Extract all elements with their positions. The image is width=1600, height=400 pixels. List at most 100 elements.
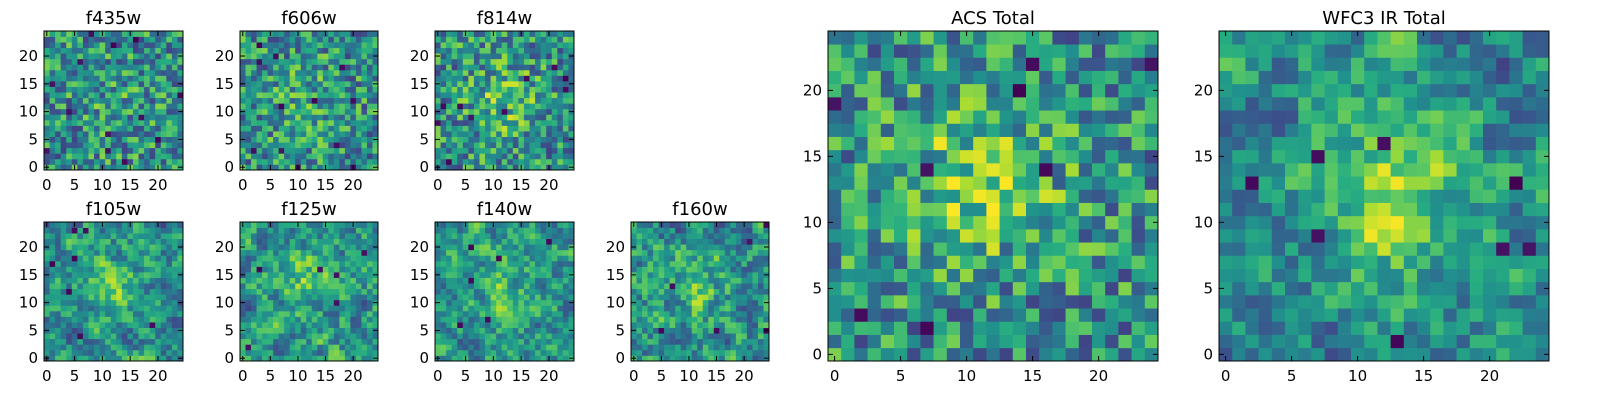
heatmap-cell	[300, 36, 307, 43]
heatmap-cell	[289, 233, 296, 240]
heatmap-cell	[127, 81, 134, 87]
heatmap-cell	[177, 277, 184, 284]
heatmap-cell	[267, 108, 274, 115]
heatmap-cell	[708, 249, 715, 256]
heatmap-cell	[435, 42, 441, 49]
heatmap-cell	[479, 338, 486, 345]
heatmap-cell	[446, 119, 453, 126]
heatmap-cell	[171, 255, 178, 262]
heatmap-cell	[166, 119, 173, 126]
heatmap-cell	[127, 131, 134, 137]
heatmap-cell	[457, 97, 464, 104]
heatmap-cell	[691, 233, 698, 240]
heatmap-cell	[350, 260, 357, 267]
heatmap-cell	[284, 255, 291, 262]
heatmap-cell	[55, 47, 62, 54]
heatmap-cell	[82, 338, 89, 345]
heatmap-cell	[473, 131, 480, 137]
heatmap-cell	[512, 131, 519, 137]
heatmap-cell	[568, 92, 575, 99]
heatmap-cell	[355, 119, 362, 126]
heatmap-cell	[562, 222, 569, 228]
y-tick-label: 0	[224, 158, 234, 176]
heatmap-cell	[289, 75, 296, 82]
heatmap-cell	[278, 355, 285, 362]
heatmap-cell	[462, 158, 469, 165]
heatmap-cell	[88, 327, 95, 334]
heatmap-cell	[658, 244, 665, 251]
heatmap-cell	[907, 242, 921, 256]
heatmap-cell	[557, 86, 564, 93]
heatmap-cell	[127, 75, 134, 82]
heatmap-cell	[529, 260, 536, 267]
heatmap-cell	[138, 58, 145, 65]
heatmap-cell	[278, 36, 285, 43]
heatmap-cell	[485, 158, 491, 165]
heatmap-cell	[60, 260, 67, 267]
heatmap-cell	[1039, 176, 1053, 190]
heatmap-cell	[55, 327, 62, 334]
heatmap-cell	[132, 338, 139, 345]
heatmap-cell	[171, 244, 178, 251]
heatmap-cell	[300, 344, 307, 351]
heatmap-cell	[245, 238, 252, 245]
heatmap-cell	[251, 158, 257, 165]
heatmap-cell	[267, 136, 274, 143]
heatmap-cell	[894, 229, 908, 243]
heatmap-cell	[529, 81, 536, 87]
heatmap-cell	[350, 299, 357, 306]
heatmap-cell	[557, 97, 564, 104]
heatmap-cell	[144, 42, 150, 49]
heatmap-cell	[518, 288, 525, 295]
heatmap-cell	[295, 238, 302, 245]
heatmap-cell	[496, 305, 503, 312]
heatmap-cell	[350, 103, 357, 110]
heatmap-cell	[333, 108, 340, 115]
heatmap-cell	[468, 310, 475, 317]
heatmap-cell	[311, 322, 318, 328]
heatmap-cell	[166, 47, 173, 54]
heatmap-cell	[546, 244, 553, 251]
heatmap-cell	[724, 222, 731, 228]
heatmap-cell	[273, 58, 279, 65]
heatmap-cell	[127, 103, 134, 110]
heatmap-cell	[507, 299, 514, 306]
heatmap-cell	[267, 327, 274, 334]
heatmap-cell	[366, 288, 373, 295]
heatmap-cell	[284, 299, 291, 306]
heatmap-cell	[289, 131, 296, 137]
heatmap-cell	[295, 97, 302, 104]
heatmap-cell	[1144, 215, 1159, 230]
heatmap-cell	[273, 338, 279, 345]
heatmap-cell	[479, 327, 486, 334]
heatmap-cell	[160, 305, 167, 312]
heatmap-cell	[121, 114, 128, 121]
heatmap-cell	[49, 244, 56, 251]
heatmap-cell	[116, 81, 123, 87]
heatmap-cell	[440, 69, 447, 76]
heatmap-cell	[636, 344, 643, 351]
heatmap-cell	[49, 86, 56, 93]
heatmap-cell	[251, 53, 257, 60]
heatmap-cell	[446, 36, 453, 43]
heatmap-cell	[116, 316, 123, 323]
heatmap-cell	[160, 53, 167, 60]
heatmap-cell	[451, 47, 458, 54]
y-tick-label: 5	[28, 321, 38, 339]
heatmap-cell	[295, 316, 302, 323]
heatmap-cell	[105, 355, 112, 362]
heatmap-cell	[697, 233, 704, 240]
heatmap-cell	[986, 149, 1000, 164]
heatmap-cell	[372, 344, 379, 351]
heatmap-cell	[451, 260, 458, 267]
heatmap-cell	[507, 277, 514, 284]
heatmap-cell	[289, 114, 296, 121]
heatmap-cell	[82, 153, 89, 160]
heatmap-cell	[440, 92, 447, 99]
heatmap-cell	[333, 103, 340, 110]
heatmap-cell	[127, 305, 134, 312]
heatmap-cell	[311, 266, 318, 273]
heatmap-cell	[529, 108, 536, 115]
heatmap-cell	[730, 233, 737, 240]
heatmap-cell	[155, 64, 162, 71]
